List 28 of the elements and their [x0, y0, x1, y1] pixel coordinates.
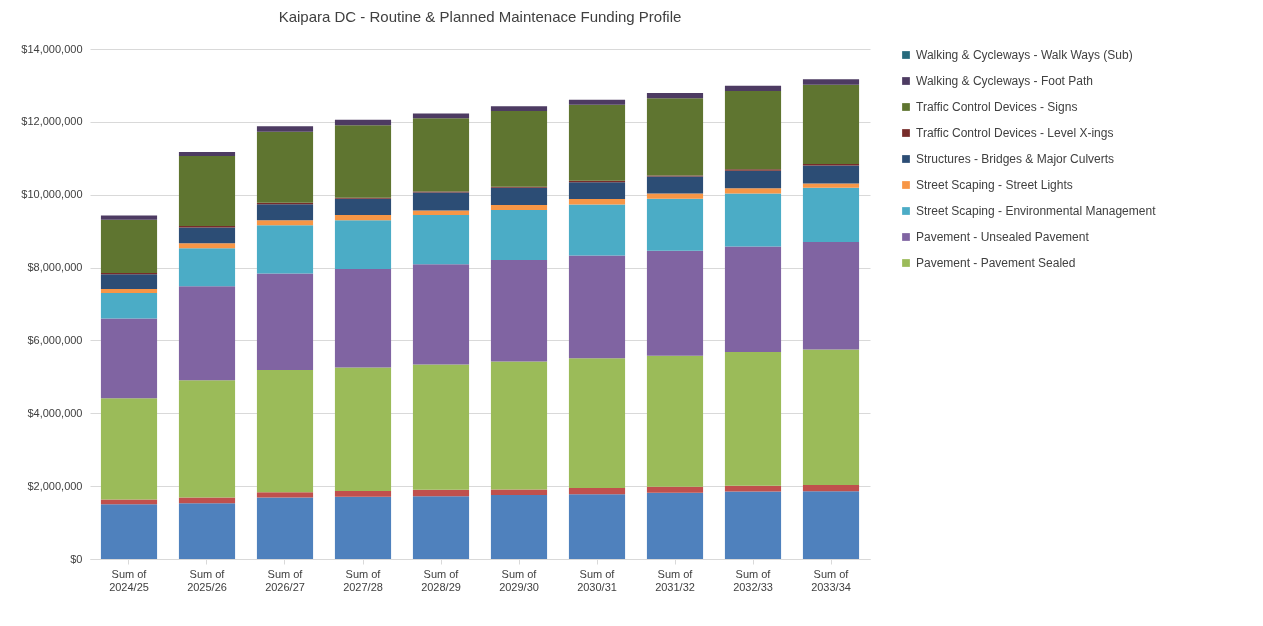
y-tick-label: $0	[70, 552, 83, 565]
legend-label: Street Scaping - Environmental Management	[916, 204, 1157, 218]
x-tick-label: Sum of 2024/25	[109, 567, 149, 593]
y-tick-label: $8,000,000	[27, 261, 83, 274]
y-tick-label: $2,000,000	[27, 479, 83, 492]
x-tick-label: Sum of 2026/27	[265, 567, 305, 593]
x-tick-label: Sum of 2033/34	[811, 567, 851, 593]
legend-label: Traffic Control Devices - Level X-ings	[916, 126, 1114, 140]
x-tick-label: Sum of 2031/32	[655, 567, 695, 593]
legend-label: Structures - Bridges & Major Culverts	[916, 152, 1115, 166]
y-tick-label: $10,000,000	[21, 188, 83, 201]
x-tick-label: Sum of 2027/28	[343, 567, 383, 593]
legend-label: Walking & Cycleways - Foot Path	[916, 74, 1093, 88]
y-tick-label: $12,000,000	[21, 115, 83, 128]
legend-label: Walking & Cycleways - Walk Ways (Sub)	[916, 48, 1133, 62]
x-tick-label: Sum of 2028/29	[421, 567, 461, 593]
legend-label: Pavement - Unsealed Pavement	[916, 230, 1090, 244]
y-tick-label: $4,000,000	[27, 406, 83, 419]
legend-label: Street Scaping - Street Lights	[916, 178, 1073, 192]
legend-label: Traffic Control Devices - Signs	[916, 100, 1078, 114]
x-tick-label: Sum of 2032/33	[733, 567, 773, 593]
legend-label: Pavement - Pavement Sealed	[916, 256, 1076, 270]
x-tick-label: Sum of 2029/30	[499, 567, 539, 593]
chart-title: Kaipara DC - Routine & Planned Maintenace Funding Profile	[278, 8, 682, 25]
y-tick-label: $14,000,000	[21, 42, 83, 55]
y-tick-label: $6,000,000	[27, 333, 83, 346]
x-tick-label: Sum of 2025/26	[187, 567, 227, 593]
x-tick-label: Sum of 2030/31	[577, 567, 617, 593]
